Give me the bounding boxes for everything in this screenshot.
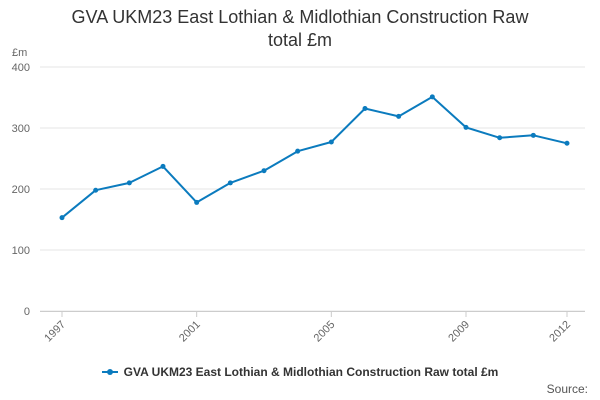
gridlines [40, 66, 585, 312]
axes: 0 100 200 300 400 1997 2001 2005 2009 2012 [12, 62, 585, 344]
y-tick-label: 200 [12, 184, 30, 196]
chart-title-line-1: GVA UKM23 East Lothian & Midlothian Cons… [71, 7, 529, 27]
data-point[interactable] [530, 132, 536, 138]
source-label: Source: [546, 382, 588, 396]
y-axis-unit-label: £m [12, 47, 27, 59]
series-layer [59, 94, 570, 221]
x-tick-label: 2001 [177, 319, 203, 345]
data-point[interactable] [396, 113, 402, 119]
data-point[interactable] [362, 105, 368, 111]
data-point[interactable] [227, 180, 233, 186]
data-point[interactable] [261, 168, 267, 174]
legend-label: GVA UKM23 East Lothian & Midlothian Cons… [123, 365, 499, 379]
x-tick-label: 1997 [42, 319, 68, 345]
data-point[interactable] [295, 148, 301, 154]
y-tick-label: 400 [12, 62, 30, 74]
data-point[interactable] [93, 187, 99, 193]
chart-title: GVA UKM23 East Lothian & Midlothian Cons… [0, 6, 600, 52]
data-point[interactable] [463, 124, 469, 130]
legend-line-marker-icon [101, 367, 118, 377]
y-tick-label: 100 [12, 245, 30, 257]
data-point[interactable] [194, 199, 200, 205]
data-point[interactable] [126, 180, 132, 186]
data-point[interactable] [429, 94, 435, 100]
data-point[interactable] [328, 139, 334, 145]
data-point[interactable] [497, 135, 503, 141]
y-tick-label: 0 [24, 306, 30, 318]
data-point[interactable] [59, 215, 65, 221]
legend-item[interactable]: GVA UKM23 East Lothian & Midlothian Cons… [101, 365, 499, 379]
x-tick-label: 2012 [547, 319, 573, 345]
y-tick-label: 300 [12, 123, 30, 135]
chart-title-line-2: total £m [267, 30, 333, 50]
data-point[interactable] [564, 140, 570, 146]
series-line [61, 95, 568, 219]
x-tick-label: 2009 [446, 319, 472, 345]
data-point[interactable] [160, 163, 166, 169]
legend: GVA UKM23 East Lothian & Midlothian Cons… [0, 365, 600, 380]
x-tick-label: 2005 [312, 319, 338, 345]
